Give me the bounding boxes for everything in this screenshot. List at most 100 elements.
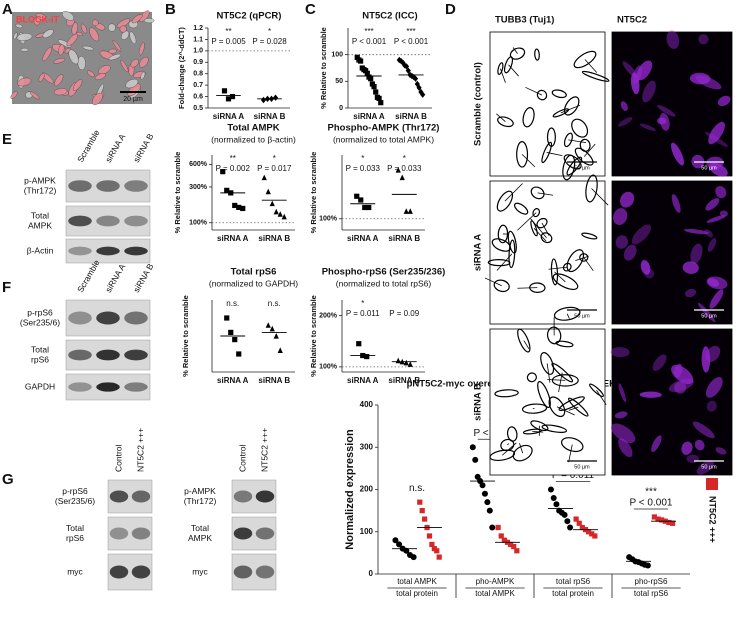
row-label: p-AMPK: [184, 486, 216, 496]
data-point: [229, 93, 236, 100]
y-tick-label: 100%: [319, 216, 338, 223]
cell: [566, 249, 585, 273]
y-tick-label: 300: [360, 442, 374, 451]
blot-band: [68, 382, 92, 392]
row-label: p-AMPK: [24, 175, 56, 185]
data-point: [407, 361, 413, 367]
data-point: [236, 204, 242, 211]
neurite: [496, 253, 513, 271]
cell: [13, 32, 18, 40]
cell: [508, 239, 516, 269]
blot-band: [124, 311, 148, 325]
cell: [108, 48, 117, 54]
data-point: [429, 541, 435, 548]
row-label: AMPK: [28, 220, 52, 230]
row-header: siRNA B: [473, 383, 484, 421]
neurite: [568, 444, 573, 463]
x-tick-label: siRNA A: [213, 112, 245, 121]
lane-label: NT5C2 +++: [135, 428, 145, 472]
cell: [89, 27, 100, 42]
data-point: [659, 517, 665, 523]
data-point: [655, 516, 661, 522]
blot-band: [96, 246, 120, 256]
data-point: [395, 357, 401, 364]
cell: [651, 435, 662, 452]
data-point: [426, 533, 433, 539]
blot-strip: [107, 516, 153, 551]
blot-band: [68, 246, 92, 256]
cell: [715, 447, 727, 455]
lane-label: NT5C2 +++: [259, 428, 269, 472]
data-point: [373, 89, 379, 95]
cell: [684, 228, 709, 235]
data-point: [561, 511, 568, 518]
cell: [694, 439, 705, 451]
cell: [640, 260, 651, 275]
cell: [697, 302, 716, 323]
legend-label: NT5C2 +++: [708, 496, 718, 543]
cell: [571, 118, 589, 138]
data-point: [277, 211, 283, 217]
cell: [581, 232, 598, 240]
row-label: AMPK: [188, 533, 212, 543]
data-point: [419, 508, 425, 514]
cell: [707, 238, 717, 252]
data-point: [567, 524, 574, 531]
cell: [698, 34, 709, 45]
row-label: myc: [192, 566, 208, 576]
scale-label: 50 µm: [701, 165, 717, 171]
cell: [94, 73, 106, 81]
neurite: [525, 86, 543, 96]
cell: [551, 374, 579, 387]
x-tick-label: siRNA B: [395, 112, 427, 121]
cell: [98, 64, 111, 75]
data-point: [486, 507, 493, 514]
cell: [555, 340, 574, 348]
blot-band: [233, 490, 253, 503]
micrograph: 50 µm: [484, 174, 609, 325]
data-point: [221, 88, 228, 94]
cell: [563, 132, 573, 148]
cell: [108, 23, 116, 32]
data-point: [399, 174, 405, 181]
y-tick-label: 200%: [319, 312, 338, 319]
cell: [639, 391, 662, 398]
x-tick-label: siRNA B: [258, 376, 290, 385]
neurite: [575, 255, 589, 262]
data-point: [398, 57, 404, 65]
cell: [493, 279, 510, 293]
cell: [632, 65, 643, 84]
data-point: [417, 499, 423, 505]
neurite: [546, 363, 551, 383]
data-point: [364, 70, 370, 76]
data-point: [576, 520, 582, 526]
row-label: p-rpS6: [27, 307, 53, 317]
cell: [670, 142, 685, 166]
data-point: [273, 333, 279, 339]
row-header: siRNA A: [473, 234, 484, 271]
cell: [42, 47, 52, 62]
panel-letter: D: [445, 1, 456, 18]
data-point: [489, 524, 496, 531]
cell: [38, 73, 45, 82]
data-point: [550, 494, 557, 501]
y-tick-label: 0.5: [193, 105, 203, 112]
x-tick-label: total AMPK: [397, 577, 437, 586]
cell: [671, 194, 681, 213]
row-label: Total: [31, 210, 49, 220]
legend-marker: [706, 478, 718, 490]
data-point: [232, 337, 238, 343]
neurite: [568, 406, 579, 411]
data-point: [414, 80, 420, 88]
cell: [546, 326, 562, 345]
cell: [53, 88, 68, 96]
plot-subtitle: (normalized to total AMPK): [333, 134, 434, 144]
cell: [709, 289, 724, 309]
y-axis-label: % Relative to scramble: [309, 295, 318, 377]
micrograph-bg: [489, 31, 606, 177]
row-label: β-Actin: [27, 245, 54, 255]
x-tick-label: siRNA A: [347, 376, 379, 385]
data-point: [396, 56, 402, 64]
cell: [642, 80, 656, 103]
data-point: [420, 91, 426, 98]
